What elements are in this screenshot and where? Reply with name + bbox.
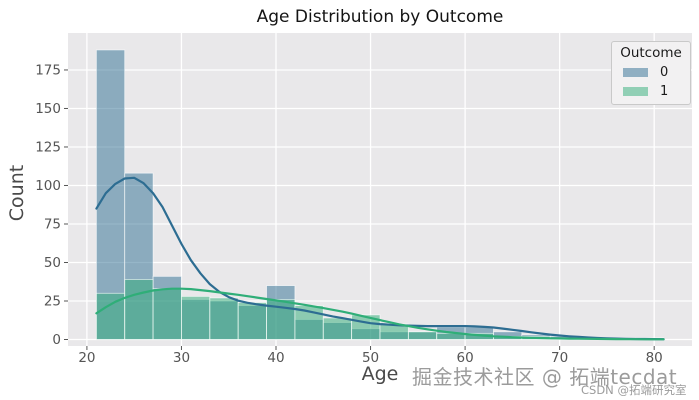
hist-bar-outcome-1 — [209, 297, 239, 340]
legend-label-outcome-1: 1 — [660, 84, 669, 99]
x-tick-label: 60 — [456, 350, 473, 366]
y-tick-label: 150 — [35, 101, 61, 117]
x-tick-label: 50 — [362, 350, 379, 366]
x-tick-label: 70 — [551, 350, 568, 366]
hist-bar-outcome-1 — [237, 302, 267, 340]
x-tick-label: 80 — [646, 350, 663, 366]
hist-bar-outcome-1 — [322, 317, 353, 340]
y-tick-label: 125 — [35, 139, 61, 155]
watermark-main: 掘金技术社区 @ 拓端tecdat — [412, 365, 678, 389]
legend: Outcome 0 1 — [611, 41, 691, 105]
x-tick-label: 40 — [267, 350, 284, 366]
hist-bar-outcome-1 — [124, 279, 154, 340]
watermark-sub: CSDN @拓端研究室 — [581, 383, 687, 397]
legend-swatch-outcome-0 — [623, 67, 648, 78]
kde-curve-outcome-1 — [95, 287, 665, 341]
hist-bar-outcome-1 — [407, 331, 438, 340]
hist-bar-outcome-1 — [181, 295, 211, 340]
y-tick-label: 25 — [44, 293, 61, 309]
x-axis-label: Age — [361, 363, 399, 385]
legend-title: Outcome — [620, 45, 682, 61]
y-tick-label: 0 — [52, 332, 61, 348]
legend-label-outcome-0: 0 — [660, 65, 669, 80]
legend-item-outcome-1: 1 — [612, 84, 690, 99]
kde-curve-outcome-0 — [95, 176, 665, 341]
x-tick-label: 20 — [78, 350, 95, 366]
chart-title: Age Distribution by Outcome — [256, 7, 504, 27]
legend-swatch-outcome-1 — [623, 86, 648, 97]
y-axis-label: Count — [6, 164, 28, 222]
x-tick-label: 30 — [173, 350, 190, 366]
hist-bar-outcome-1 — [152, 288, 182, 340]
y-tick-label: 75 — [44, 216, 61, 232]
legend-item-outcome-0: 0 — [612, 65, 690, 80]
y-tick-label: 50 — [44, 255, 61, 271]
y-tick-label: 100 — [35, 178, 61, 194]
y-tick-label: 175 — [35, 62, 61, 78]
